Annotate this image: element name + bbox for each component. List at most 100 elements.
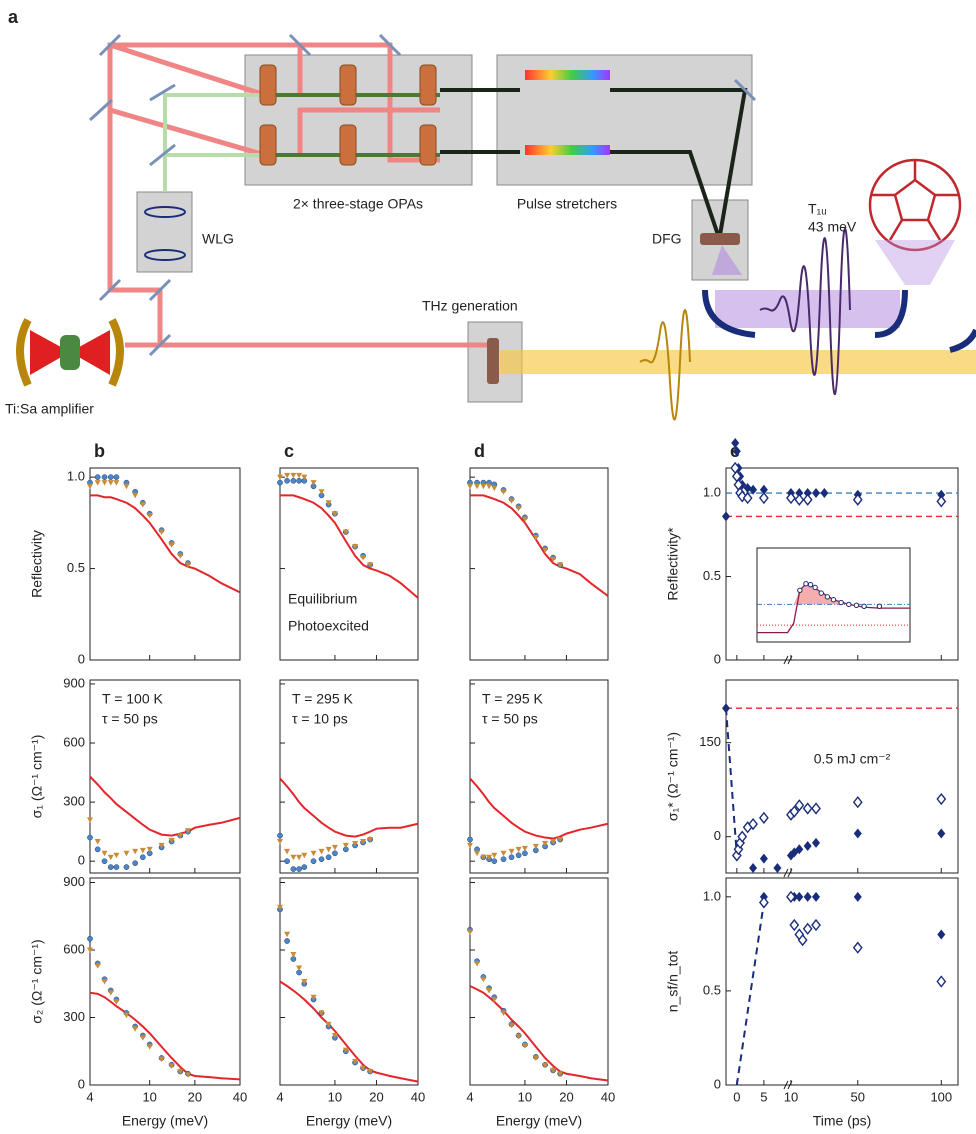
data-point — [508, 498, 515, 504]
diagram-label: WLG — [202, 231, 234, 247]
data-point — [107, 854, 114, 861]
data-point — [107, 990, 114, 996]
data-point — [290, 477, 297, 484]
x-axis-label: Energy (meV) — [306, 1113, 392, 1129]
data-point — [301, 852, 308, 859]
plot-frame — [469, 877, 609, 1086]
data-point — [352, 840, 359, 847]
data-point — [284, 472, 291, 479]
parabolic-mirror — [702, 289, 908, 338]
guide-line — [725, 708, 738, 856]
data-point — [177, 1069, 184, 1075]
axis-break — [783, 868, 793, 878]
panel-label: d — [474, 441, 485, 461]
x-tick-label: 5 — [760, 1089, 767, 1104]
data-point — [758, 896, 769, 909]
wlg-box — [136, 191, 193, 273]
y-axis-label: n_sf/n_tot — [665, 951, 681, 1013]
data-point — [284, 931, 291, 938]
inset-point — [797, 587, 803, 593]
data-point — [184, 1072, 191, 1078]
data-point — [296, 472, 303, 479]
x-tick-label: 100 — [930, 1089, 952, 1104]
data-point — [937, 489, 946, 500]
data-point — [94, 838, 101, 845]
data-point — [87, 834, 93, 841]
data-point — [367, 1069, 374, 1075]
data-point — [802, 493, 813, 506]
data-point — [742, 491, 753, 505]
inset-point — [861, 603, 867, 609]
data-point — [936, 975, 947, 988]
stretcher-grating — [525, 145, 610, 155]
data-point — [139, 1035, 146, 1041]
x-tick-label: 4 — [466, 1089, 473, 1104]
data-point — [737, 830, 748, 843]
inset-point — [803, 581, 809, 587]
data-point — [786, 890, 796, 903]
inset-point — [853, 602, 860, 609]
data-line — [469, 777, 609, 840]
data-point — [139, 502, 146, 508]
x-tick-label: 20 — [559, 1089, 573, 1104]
data-point — [521, 845, 528, 852]
x-tick-label: 10 — [142, 1089, 156, 1104]
inset-point — [807, 581, 814, 588]
plot-frame — [279, 679, 419, 874]
data-point — [812, 488, 821, 499]
white-light — [163, 93, 265, 192]
data-point — [94, 846, 101, 853]
data-point — [811, 918, 821, 932]
thz-crystal — [487, 338, 499, 384]
data-point — [318, 1010, 325, 1016]
data-point — [290, 472, 297, 479]
data-point — [508, 854, 515, 861]
data-point — [749, 862, 758, 873]
legend-entry: Equilibrium — [288, 591, 357, 607]
axis-break — [783, 1080, 793, 1090]
x-tick-label: 20 — [188, 1089, 202, 1104]
data-point — [557, 1071, 564, 1077]
parabolic-mirror — [949, 328, 976, 353]
data-point — [284, 858, 290, 865]
data-point — [310, 480, 317, 486]
stretcher-grating — [525, 70, 610, 80]
data-point — [301, 864, 308, 870]
data-point — [852, 941, 863, 954]
data-point — [184, 562, 191, 568]
y-tick-label: 0 — [714, 1076, 721, 1091]
data-point — [325, 1021, 332, 1028]
data-point — [936, 792, 947, 806]
y-tick-label: 0.5 — [703, 568, 721, 583]
data-point — [139, 854, 146, 861]
data-point — [158, 529, 165, 535]
data-point — [532, 534, 539, 541]
x-tick-label: 0 — [733, 1089, 740, 1104]
data-line — [279, 777, 419, 838]
data-point — [87, 483, 93, 490]
data-point — [94, 963, 101, 969]
mir-beam — [712, 245, 742, 275]
x-tick-label: 10 — [518, 1089, 532, 1104]
data-point — [491, 997, 498, 1003]
y-tick-label: 0.5 — [67, 560, 85, 575]
data-point — [146, 846, 153, 853]
data-point — [296, 965, 303, 971]
data-point — [508, 848, 515, 855]
data-point — [296, 866, 302, 872]
annotation: T = 295 K — [292, 691, 354, 707]
data-point — [480, 483, 487, 490]
y-tick-label: 150 — [699, 734, 721, 749]
data-point — [132, 1026, 139, 1032]
plot-frame — [725, 877, 959, 1086]
data-point — [542, 840, 549, 847]
diagram-label: 43 meV — [808, 219, 857, 235]
data-point — [277, 838, 283, 845]
inset-point — [838, 599, 844, 606]
data-point — [789, 805, 800, 818]
data-point — [759, 853, 768, 864]
data-point — [743, 483, 752, 494]
data-point — [480, 854, 487, 861]
data-point — [550, 556, 557, 563]
